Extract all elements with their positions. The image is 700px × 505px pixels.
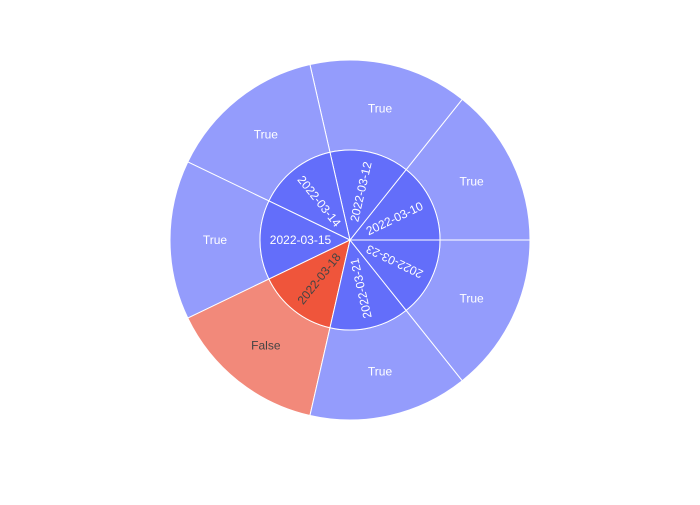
outer-label-true-2022-03-15: True: [203, 233, 228, 247]
outer-label-true-2022-03-14: True: [254, 127, 279, 141]
outer-label-true-2022-03-12: True: [368, 101, 393, 115]
outer-label-false-2022-03-18: False: [251, 339, 281, 353]
outer-label-true-2022-03-10: True: [460, 174, 485, 188]
outer-label-true-2022-03-21: True: [368, 365, 393, 379]
inner-label-2022-03-15: 2022-03-15: [270, 233, 332, 247]
outer-label-true-2022-03-23: True: [460, 292, 485, 306]
inner-wedge-2022-03-23[interactable]: [348, 239, 441, 312]
sunburst-rings: [169, 59, 531, 421]
